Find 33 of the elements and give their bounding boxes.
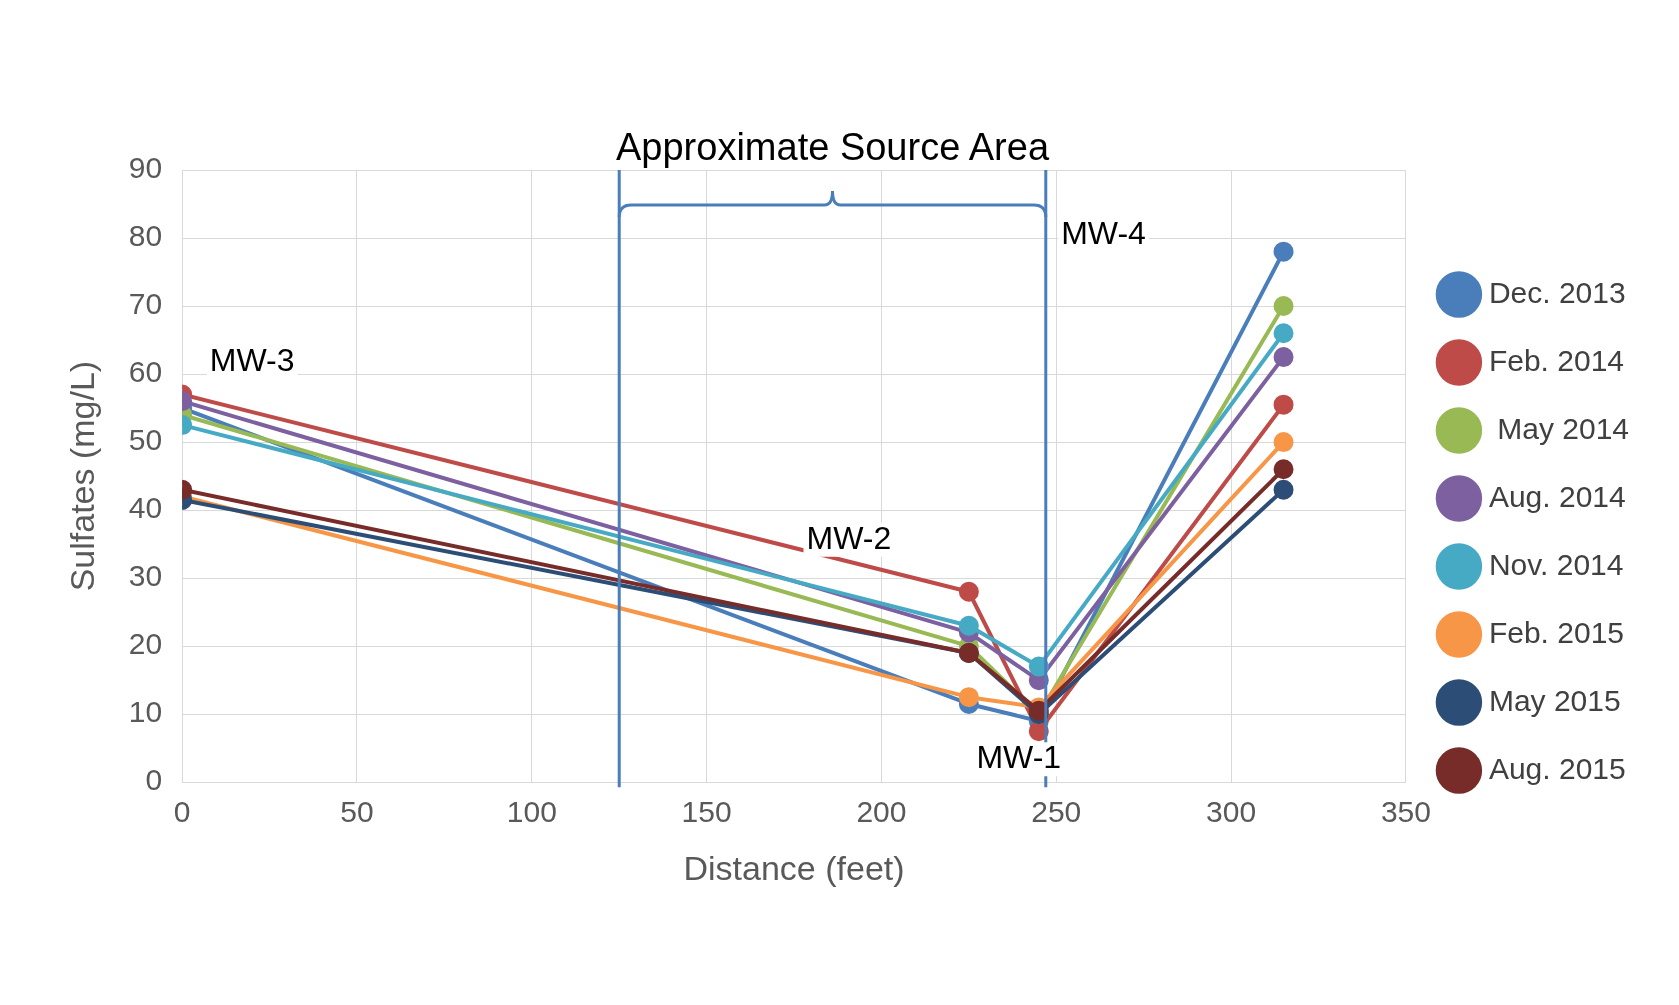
annotation: MW-3 xyxy=(209,342,295,379)
y-tick-label: 0 xyxy=(145,763,163,797)
x-tick-label: 150 xyxy=(681,795,732,829)
legend-label: Dec. 2013 xyxy=(1488,275,1626,309)
legend-label: Nov. 2014 xyxy=(1488,547,1624,581)
legend-label: May 2015 xyxy=(1488,683,1621,717)
x-axis-title: Distance (feet) xyxy=(683,848,905,887)
text: Approximate Source Area xyxy=(616,126,1050,169)
annotation: MW-4 xyxy=(1061,215,1146,252)
legend-label: Feb. 2014 xyxy=(1488,343,1625,377)
y-tick-label: 80 xyxy=(128,219,163,253)
y-tick-label: 60 xyxy=(128,355,163,389)
y-tick-label: 70 xyxy=(128,287,163,321)
x-tick-label: 350 xyxy=(1380,795,1431,829)
legend-label: Aug. 2015 xyxy=(1488,751,1626,785)
annotation: MW-1 xyxy=(976,739,1062,776)
legend-label: Aug. 2014 xyxy=(1488,479,1626,513)
x-tick-label: 300 xyxy=(1206,795,1257,829)
x-tick-label: 200 xyxy=(856,795,907,829)
y-tick-label: 30 xyxy=(128,559,163,593)
y-axis-title: Sulfates (mg/L) xyxy=(62,360,101,592)
annotation: MW-2 xyxy=(806,519,892,556)
y-tick-label: 20 xyxy=(128,627,163,661)
y-tick-label: 90 xyxy=(128,151,163,185)
x-tick-label: 100 xyxy=(506,795,557,829)
y-tick-label: 40 xyxy=(128,491,163,525)
x-tick-label: 50 xyxy=(340,795,374,829)
y-tick-label: 50 xyxy=(128,423,163,457)
y-tick-label: 10 xyxy=(128,695,163,729)
legend-label: Feb. 2015 xyxy=(1488,615,1625,649)
x-tick-label: 250 xyxy=(1031,795,1082,829)
x-tick-label: 0 xyxy=(173,795,191,829)
legend-label: May 2014 xyxy=(1488,411,1630,445)
